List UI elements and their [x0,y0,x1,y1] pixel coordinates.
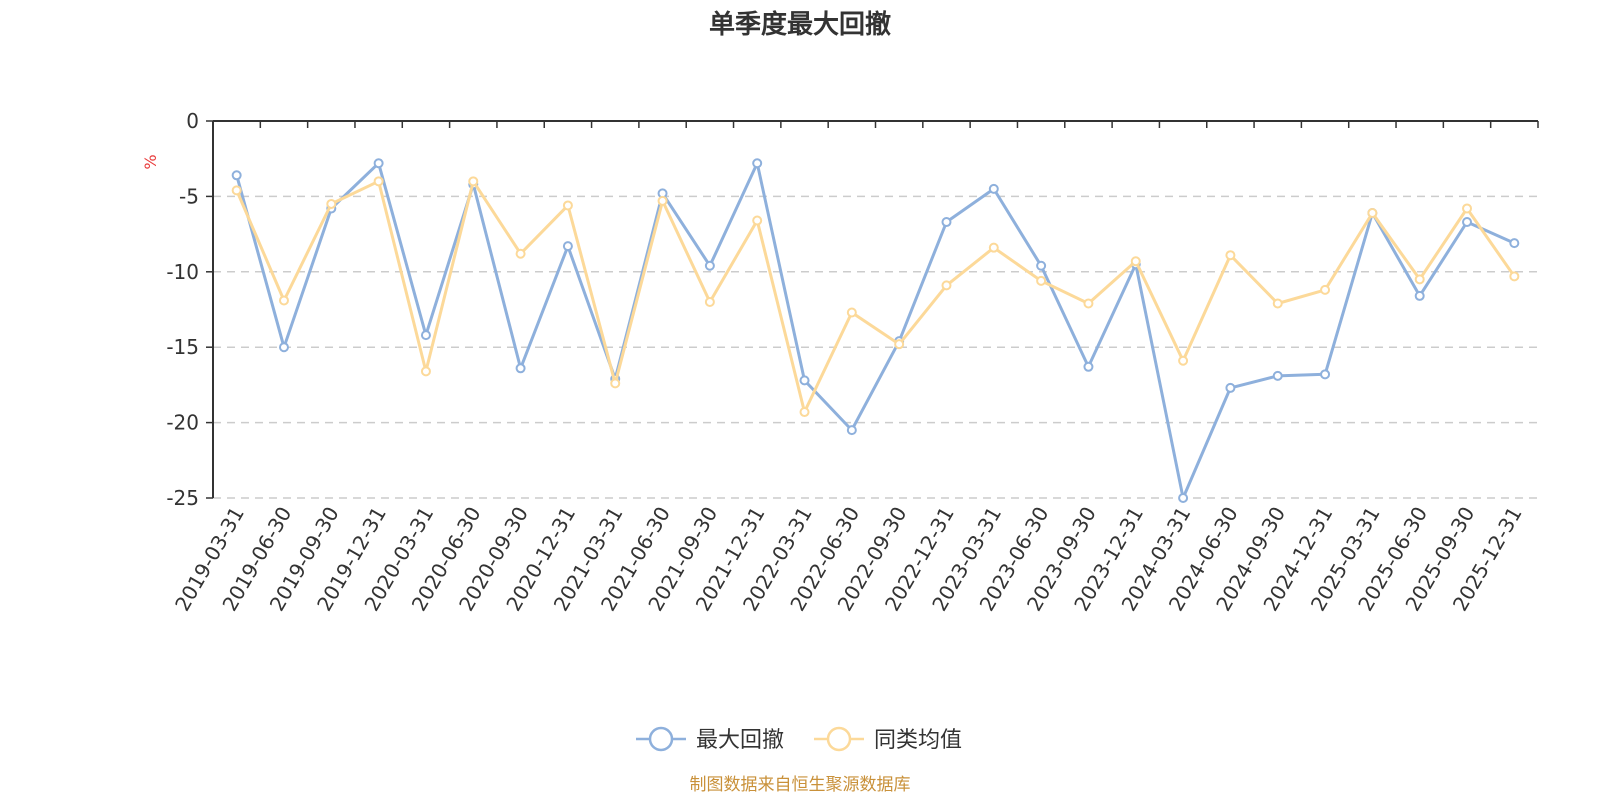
data-point[interactable] [1083,298,1094,309]
data-point[interactable] [278,342,289,353]
data-point[interactable] [278,295,289,306]
data-point[interactable] [1462,217,1473,228]
data-point[interactable] [1130,256,1141,267]
data-point[interactable] [941,217,952,228]
y-tick-label: 0 [186,109,199,133]
data-point[interactable] [704,296,715,307]
y-tick-label: -15 [166,335,199,359]
data-point[interactable] [468,176,479,187]
data-point[interactable] [1462,203,1473,214]
y-axis-unit: % [141,154,160,169]
data-point[interactable] [562,241,573,252]
data-point[interactable] [657,195,668,206]
data-point[interactable] [1083,361,1094,372]
series-line [235,161,1515,500]
data-point[interactable] [1225,382,1236,393]
data-point[interactable] [799,375,810,386]
y-tick-label: -25 [166,486,199,510]
y-tick-label: -20 [166,411,199,435]
data-point[interactable] [1414,274,1425,285]
legend-marker [826,726,852,752]
data-point[interactable] [373,176,384,187]
data-point[interactable] [1320,369,1331,380]
data-point[interactable] [894,339,905,350]
data-point[interactable] [1272,298,1283,309]
data-point[interactable] [752,215,763,226]
data-point[interactable] [420,330,431,341]
data-point[interactable] [1367,207,1378,218]
series-2 [231,176,1520,418]
data-point[interactable] [420,366,431,377]
data-point[interactable] [988,183,999,194]
legend-item-1[interactable]: 最大回撤 [636,726,784,753]
data-point[interactable] [1414,290,1425,301]
data-point[interactable] [326,198,337,209]
data-point[interactable] [515,363,526,374]
data-point[interactable] [515,248,526,259]
data-point[interactable] [1509,238,1520,249]
legend-item-2[interactable]: 同类均值 [814,726,962,753]
data-point[interactable] [1036,275,1047,286]
series-line [235,179,1516,414]
source-note: 制图数据来自恒生聚源数据库 [690,775,911,795]
series-layer [231,158,1520,503]
legend-label: 同类均值 [874,728,962,753]
data-point[interactable] [610,378,621,389]
data-point[interactable] [988,242,999,253]
data-point[interactable] [1178,493,1189,503]
data-point[interactable] [799,407,810,418]
legend-label: 最大回撤 [696,728,784,753]
grid-lines [213,195,1538,499]
data-point[interactable] [231,170,242,181]
data-point[interactable] [752,158,763,169]
data-point[interactable] [704,260,715,271]
data-point[interactable] [562,200,573,211]
data-point[interactable] [846,425,857,436]
legend[interactable]: 最大回撤 同类均值 [636,726,962,753]
data-point[interactable] [231,185,242,196]
chart-title: 单季度最大回撤 [709,9,891,40]
data-point[interactable] [1225,250,1236,261]
data-point[interactable] [846,307,857,318]
y-tick-label: -5 [179,184,199,208]
legend-marker [648,726,674,752]
data-point[interactable] [941,280,952,291]
data-point[interactable] [1320,284,1331,295]
data-point[interactable] [1178,355,1189,366]
data-point[interactable] [1272,370,1283,381]
y-tick-label: -10 [166,260,199,284]
series-1 [231,158,1520,503]
data-point[interactable] [1509,271,1520,282]
data-point[interactable] [373,158,384,169]
data-point[interactable] [1036,260,1047,271]
